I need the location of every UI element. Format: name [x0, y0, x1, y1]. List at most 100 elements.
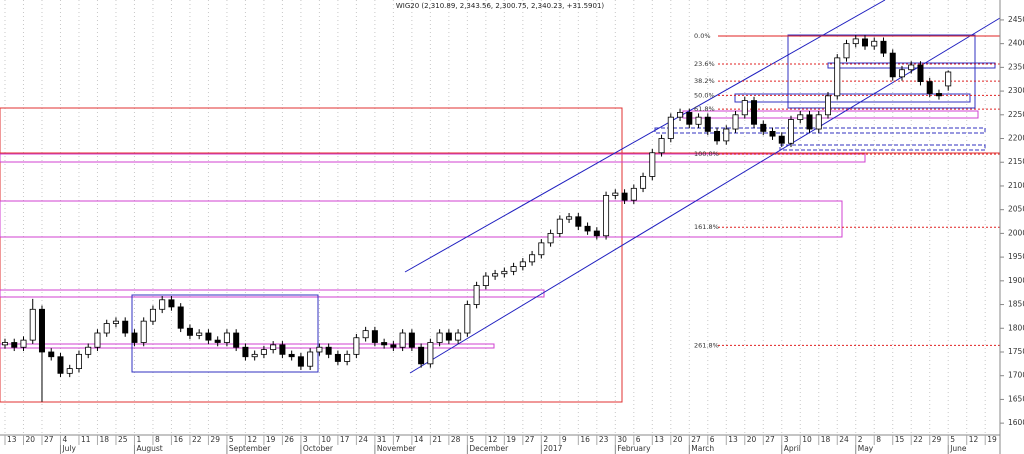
candle-body: [492, 273, 499, 277]
candle-body: [464, 304, 471, 334]
x-tick-label: 25: [118, 435, 128, 444]
candle-body: [362, 330, 369, 339]
candle-body: [945, 71, 952, 87]
candle-body: [769, 131, 776, 137]
fib-label: 261.8%: [694, 341, 719, 349]
candle-body: [223, 332, 230, 343]
candle-body: [723, 128, 730, 142]
candle-body: [751, 100, 758, 125]
candle-body: [704, 116, 711, 132]
candle-body: [649, 152, 656, 177]
y-tick-label: 1800: [1008, 323, 1024, 332]
candle-body: [510, 266, 517, 272]
candle-body: [38, 308, 45, 353]
x-tick-label: 15: [895, 435, 905, 444]
candle-body: [677, 112, 684, 118]
x-tick-label: 12: [247, 435, 257, 444]
x-tick-label: 28: [451, 435, 461, 444]
candle-body: [307, 351, 314, 367]
x-tick-label: 24: [358, 435, 368, 444]
x-tick-label: 13: [654, 435, 664, 444]
x-tick-label: 13: [7, 435, 17, 444]
x-tick-label: 16: [173, 435, 183, 444]
candle-body: [455, 332, 462, 341]
x-tick-label: 5: [229, 435, 234, 444]
candle-body: [852, 38, 859, 45]
month-label: November: [377, 444, 417, 453]
candle-body: [214, 339, 221, 343]
x-tick-label: 10: [802, 435, 812, 444]
x-tick-label: 7: [395, 435, 400, 444]
y-tick-label: 1750: [1008, 347, 1024, 356]
candle-body: [399, 332, 406, 348]
x-tick-label: 8: [876, 435, 881, 444]
candle-body: [593, 230, 600, 237]
candle-body: [436, 332, 443, 343]
fib-label: 161.8%: [694, 223, 719, 231]
candle-body: [917, 64, 924, 82]
y-tick-label: 2000: [1008, 228, 1024, 237]
candle-body: [112, 320, 119, 324]
candle-body: [316, 346, 323, 353]
candle-body: [140, 320, 147, 343]
y-tick-label: 2200: [1008, 134, 1024, 143]
candle-body: [935, 93, 942, 97]
x-tick-label: 19: [506, 435, 516, 444]
zone-box: [779, 144, 986, 151]
candle-body: [732, 114, 739, 130]
candle-body: [260, 349, 267, 355]
y-tick-label: 1900: [1008, 276, 1024, 285]
candle-body: [242, 346, 249, 358]
zone-box: [0, 200, 843, 238]
candle-body: [603, 195, 610, 237]
y-tick-label: 2450: [1008, 15, 1024, 24]
x-tick-label: 3: [784, 435, 789, 444]
y-tick-label: 1850: [1008, 300, 1024, 309]
candle-body: [122, 320, 129, 334]
candle-body: [408, 332, 415, 348]
candle-body: [575, 216, 582, 227]
x-tick-label: 27: [525, 435, 535, 444]
candle-body: [344, 353, 351, 362]
candle-body: [529, 254, 536, 263]
candle-body: [501, 270, 508, 275]
x-tick-label: 6: [636, 435, 641, 444]
candle-body: [519, 261, 526, 267]
candle-body: [612, 192, 619, 196]
x-tick-label: 27: [765, 435, 775, 444]
candle-body: [251, 353, 258, 358]
x-tick-label: 16: [580, 435, 590, 444]
candle-body: [66, 368, 73, 374]
range-box: [0, 107, 623, 403]
candle-body: [806, 114, 813, 130]
candle-body: [825, 95, 832, 116]
y-tick-label: 1600: [1008, 418, 1024, 427]
candle-body: [205, 332, 212, 341]
candles: [1, 35, 952, 402]
x-tick-label: 24: [839, 435, 849, 444]
candle-body: [566, 216, 573, 220]
x-tick-label: 19: [266, 435, 276, 444]
x-tick-label: 14: [414, 435, 424, 444]
x-tick-label: 2: [858, 435, 863, 444]
grid-layer: [4, 0, 986, 435]
y-tick-label: 1700: [1008, 371, 1024, 380]
candle-body: [556, 218, 563, 234]
x-tick-label: 12: [969, 435, 979, 444]
month-label: 2017: [543, 444, 562, 453]
candle-body: [11, 342, 18, 348]
candle-body: [889, 52, 896, 78]
x-tick-label: 9: [562, 435, 567, 444]
candle-body: [714, 131, 721, 142]
candle-body: [843, 43, 850, 59]
x-tick-label: 2: [543, 435, 548, 444]
candle-body: [131, 332, 138, 343]
candle-body: [297, 356, 304, 367]
candle-body: [159, 299, 166, 310]
x-tick-label: 6: [710, 435, 715, 444]
candle-body: [85, 346, 92, 355]
candle-body: [482, 275, 489, 286]
month-label: October: [303, 444, 334, 453]
candle-body: [1, 342, 8, 346]
